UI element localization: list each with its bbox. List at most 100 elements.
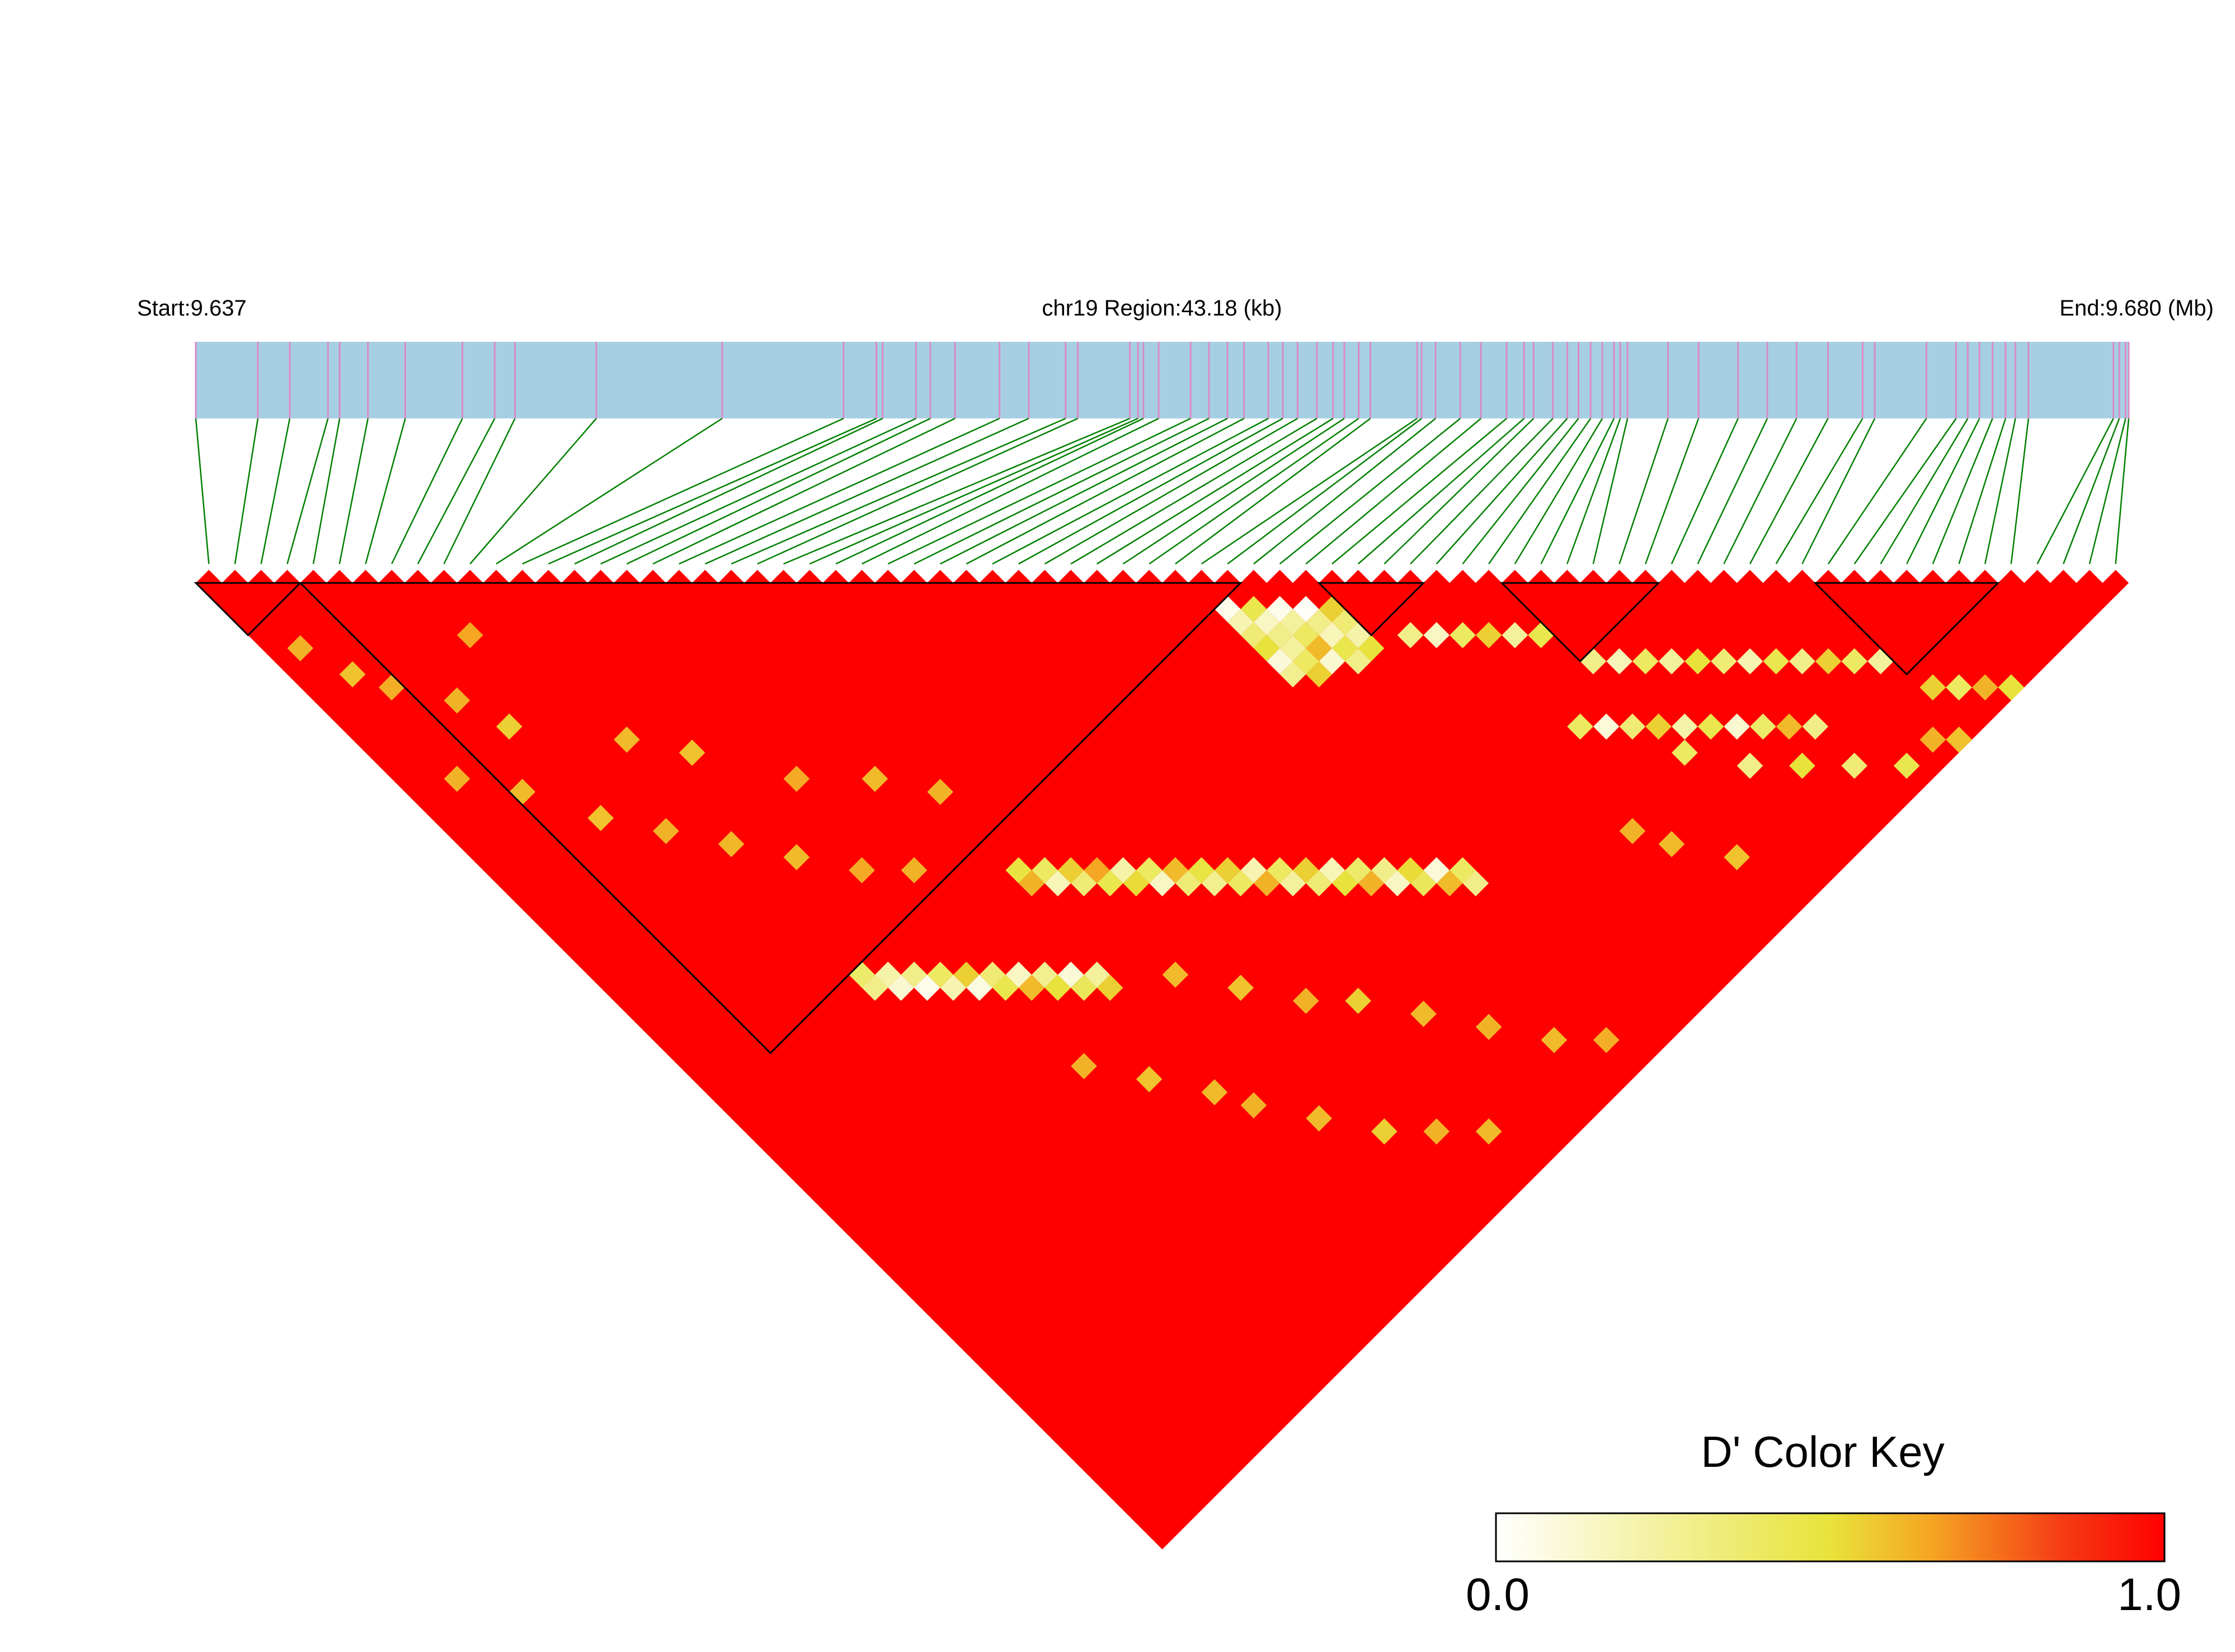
- snp-connector: [1331, 418, 1507, 564]
- ld-pair-cell: [940, 975, 967, 1001]
- ld-pair-cell: [783, 765, 810, 792]
- ld-pair-cell: [1057, 857, 1084, 883]
- color-key-bar: [1495, 1512, 2166, 1562]
- snp-connector: [1749, 418, 1829, 564]
- snp-connector: [338, 418, 369, 564]
- snp-connector: [679, 417, 1000, 565]
- ld-pair-cell: [1671, 740, 1698, 766]
- snp-connector: [1122, 417, 1345, 565]
- snp-connector: [1984, 418, 2016, 564]
- ld-pair-cell: [1345, 987, 1372, 1014]
- snp-connector: [195, 418, 210, 564]
- ld-pair-cell: [1919, 674, 1946, 701]
- ld-pair-cell: [1841, 648, 1868, 675]
- ld-pair-cell: [1279, 609, 1306, 636]
- ld-pair-cell: [1044, 870, 1071, 897]
- ld-pair-cell: [1763, 648, 1790, 675]
- snp-diagonal-cell: [2050, 570, 2077, 596]
- ld-pair-cell: [1306, 661, 1332, 688]
- snp-connector: [1018, 417, 1283, 565]
- snp-connector: [1958, 418, 2007, 564]
- ld-pair-cell: [1136, 1066, 1163, 1093]
- snp-diagonal-cell: [1789, 570, 1815, 596]
- gene-position-bar: [196, 342, 2129, 418]
- ld-pair-cell: [1319, 622, 1345, 648]
- region-end-label: End:9.680 (Mb): [2059, 296, 2214, 321]
- ld-pair-cell: [927, 961, 953, 988]
- ld-pair-cell: [1423, 622, 1450, 648]
- snp-connector: [600, 417, 916, 565]
- ld-pair-cell: [1279, 635, 1306, 662]
- ld-pair-cell: [1750, 713, 1776, 740]
- ld-pair-cell: [1306, 609, 1332, 636]
- ld-pair-cell: [862, 975, 888, 1001]
- ld-block-outline: [1499, 582, 1661, 663]
- ld-pair-cell: [287, 635, 314, 662]
- snp-connector: [1044, 417, 1298, 565]
- snp-connector: [757, 417, 1078, 565]
- snp-connector: [1227, 417, 1422, 565]
- ld-pair-cell: [1005, 857, 1032, 883]
- snp-connector: [286, 418, 329, 564]
- ld-pair-cell: [1397, 857, 1424, 883]
- ld-pair-cell: [1267, 857, 1293, 883]
- ld-pair-cell: [1462, 870, 1489, 897]
- snp-connector: [1828, 418, 1927, 564]
- ld-pair-cell: [1032, 857, 1058, 883]
- snp-connector: [2036, 418, 2114, 564]
- snp-connector: [1723, 418, 1798, 564]
- ld-pair-cell: [1710, 648, 1737, 675]
- ld-pair-cell: [874, 961, 901, 988]
- ld-pair-cell: [1162, 857, 1189, 883]
- ld-pair-cell: [1292, 596, 1319, 623]
- ld-pair-cell: [1450, 857, 1476, 883]
- ld-pair-cell: [1227, 975, 1254, 1001]
- ld-pair-cell: [1946, 726, 1972, 753]
- ld-pair-cell: [1279, 870, 1306, 897]
- snp-connector: [1279, 418, 1461, 564]
- ld-pair-cell: [1619, 713, 1646, 740]
- snp-connector: [1697, 418, 1768, 564]
- ld-pair-cell: [1175, 870, 1202, 897]
- ld-pair-cell: [966, 975, 993, 1001]
- ld-pair-cell: [1032, 961, 1058, 988]
- snp-connector: [1906, 418, 1980, 564]
- ld-pair-cell: [1123, 870, 1150, 897]
- ld-pair-cell: [1253, 635, 1280, 662]
- ld-pair-cell: [1502, 622, 1528, 648]
- ld-pair-cell: [1737, 752, 1763, 779]
- ld-pair-cell: [927, 779, 953, 805]
- ld-pair-cell: [1227, 609, 1254, 636]
- snp-diagonal-cell: [1240, 570, 1267, 596]
- snp-connector: [1618, 418, 1669, 564]
- snp-connector: [887, 417, 1191, 565]
- snp-connector: [652, 417, 956, 565]
- snp-connector: [1801, 418, 1876, 564]
- snp-connector: [312, 418, 341, 564]
- snp-connector: [234, 418, 259, 564]
- ld-pair-cell: [1802, 713, 1829, 740]
- ld-pair-cell: [1658, 648, 1685, 675]
- ld-pair-cell: [1253, 870, 1280, 897]
- ld-block-outlines: [194, 582, 2001, 1055]
- ld-pair-cell: [1345, 648, 1372, 675]
- snp-diagonal-cell: [1475, 570, 1502, 596]
- snp-connector: [1853, 418, 1957, 564]
- ld-pair-cell: [1971, 674, 1998, 701]
- snp-connector: [940, 417, 1228, 565]
- snp-position-ticks: [195, 342, 2130, 418]
- ld-pair-cell: [1384, 870, 1411, 897]
- ld-pair-cell: [1410, 1001, 1437, 1027]
- ld-pair-cell: [653, 818, 679, 844]
- ld-pair-cell: [1946, 674, 1972, 701]
- snp-connector: [365, 418, 406, 564]
- ld-pair-cell: [679, 740, 705, 766]
- snp-connector: [914, 417, 1210, 565]
- snp-connector: [2010, 418, 2030, 564]
- region-start-label: Start:9.637: [137, 296, 247, 321]
- snp-connector: [417, 418, 496, 564]
- ld-pair-cell: [1240, 596, 1267, 623]
- ld-pair-cell: [1593, 1027, 1620, 1053]
- ld-pair-cell: [1450, 622, 1476, 648]
- snp-diagonal-cell: [2102, 570, 2129, 596]
